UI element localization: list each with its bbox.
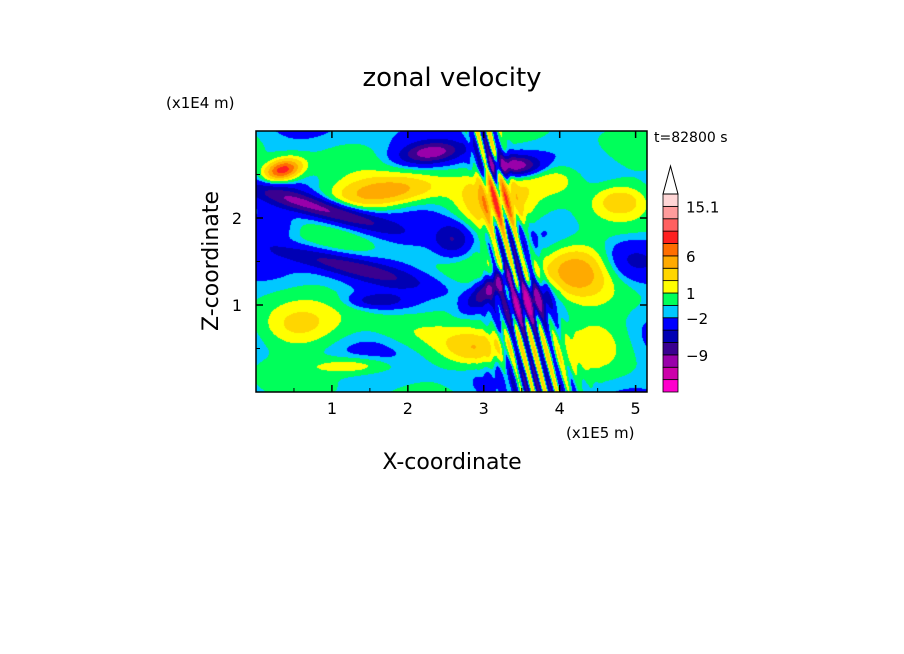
x-tick-label: 3 [479,399,489,418]
colorbar-swatch [662,193,679,207]
chart-title: zonal velocity [362,63,541,93]
x-axis: 1 2 3 4 5 [293,131,641,418]
x-axis-unit: (x1E5 m) [566,424,635,442]
colorbar-extend-arrow [662,164,679,195]
colorbar-label: 6 [686,248,696,266]
colorbar-swatch [662,342,679,356]
colorbar-label: −9 [686,347,708,365]
y-axis-unit: (x1E4 m) [166,94,235,112]
x-tick-label: 4 [555,399,565,418]
colorbar-swatch [662,230,679,244]
time-label: t=82800 s [654,130,728,146]
colorbar-label: −2 [686,310,708,328]
colorbar-swatch [662,304,679,319]
y-axis-label: Z-coordinate [199,191,224,331]
colorbar-swatch [662,317,679,331]
x-axis-label: X-coordinate [382,450,521,475]
colorbar-swatch [662,366,679,381]
colorbar-swatch [662,329,679,343]
colorbar-swatch [662,292,679,306]
x-tick-label: 5 [631,399,641,418]
colorbar-swatch [662,379,679,393]
colorbar-swatch [662,255,679,269]
colorbar: 15.1 6 1 −2 −9 [662,164,719,393]
contour-field [256,131,647,392]
colorbar-swatch [662,218,679,232]
y-tick-label: 2 [232,209,242,228]
colorbar-swatch [662,354,679,368]
x-tick-label: 1 [327,399,337,418]
x-tick-label: 2 [403,399,413,418]
colorbar-swatch [662,267,679,282]
y-tick-label: 1 [232,296,242,315]
colorbar-label: 1 [686,285,696,303]
colorbar-label: 15.1 [686,198,719,216]
plot-area [255,130,648,393]
colorbar-swatch [662,243,679,257]
colorbar-swatch [662,280,679,294]
colorbar-swatch [662,205,679,220]
y-axis: 12 [232,174,647,349]
